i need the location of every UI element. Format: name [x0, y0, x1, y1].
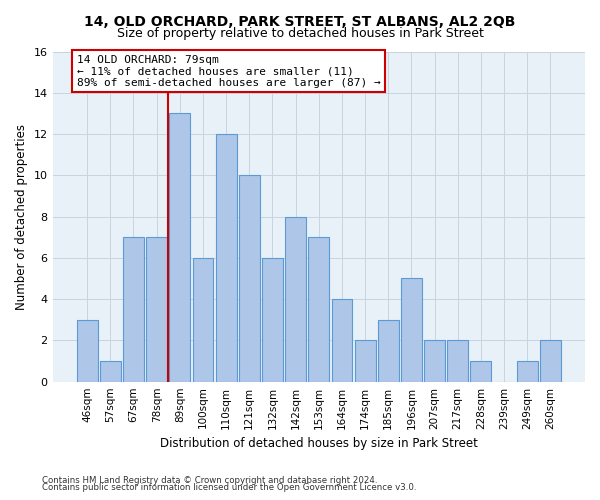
- Text: Contains public sector information licensed under the Open Government Licence v3: Contains public sector information licen…: [42, 484, 416, 492]
- Bar: [448, 340, 468, 382]
- Bar: [308, 237, 329, 382]
- Bar: [77, 320, 98, 382]
- Bar: [517, 361, 538, 382]
- Bar: [239, 176, 260, 382]
- Bar: [378, 320, 398, 382]
- X-axis label: Distribution of detached houses by size in Park Street: Distribution of detached houses by size …: [160, 437, 478, 450]
- Bar: [424, 340, 445, 382]
- Text: Contains HM Land Registry data © Crown copyright and database right 2024.: Contains HM Land Registry data © Crown c…: [42, 476, 377, 485]
- Bar: [401, 278, 422, 382]
- Y-axis label: Number of detached properties: Number of detached properties: [15, 124, 28, 310]
- Bar: [193, 258, 214, 382]
- Bar: [100, 361, 121, 382]
- Bar: [169, 114, 190, 382]
- Bar: [540, 340, 561, 382]
- Text: 14, OLD ORCHARD, PARK STREET, ST ALBANS, AL2 2QB: 14, OLD ORCHARD, PARK STREET, ST ALBANS,…: [85, 15, 515, 29]
- Text: Size of property relative to detached houses in Park Street: Size of property relative to detached ho…: [116, 28, 484, 40]
- Bar: [216, 134, 236, 382]
- Text: 14 OLD ORCHARD: 79sqm
← 11% of detached houses are smaller (11)
89% of semi-deta: 14 OLD ORCHARD: 79sqm ← 11% of detached …: [77, 54, 380, 88]
- Bar: [355, 340, 376, 382]
- Bar: [470, 361, 491, 382]
- Bar: [332, 299, 352, 382]
- Bar: [285, 216, 306, 382]
- Bar: [262, 258, 283, 382]
- Bar: [123, 237, 144, 382]
- Bar: [146, 237, 167, 382]
